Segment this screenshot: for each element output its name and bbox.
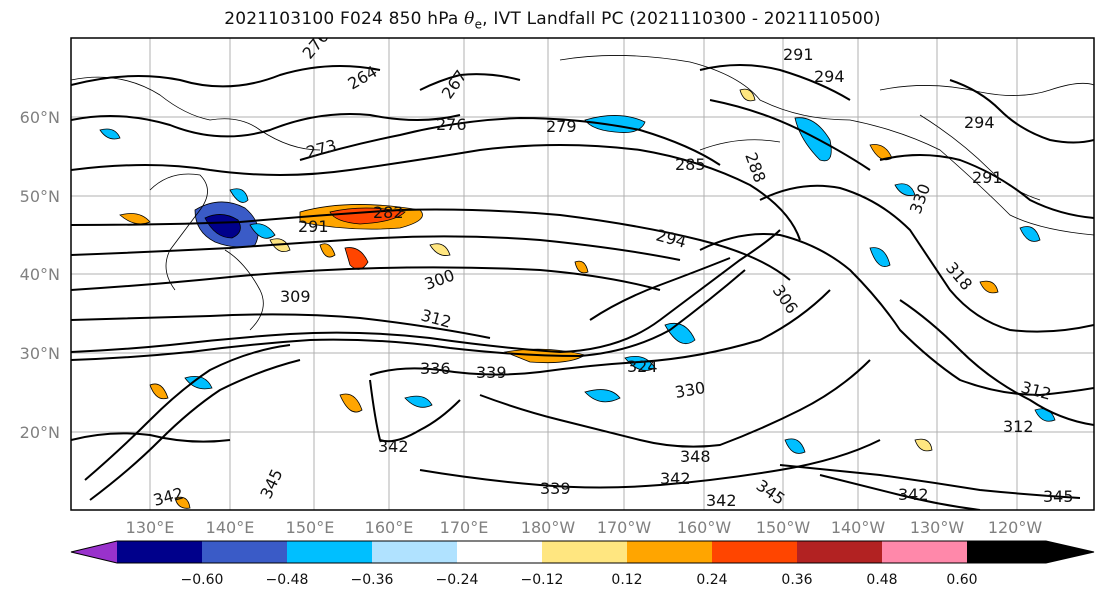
contour-label: 336: [420, 359, 451, 378]
lat-label: 50°N: [20, 187, 60, 206]
lon-label: 160°E: [365, 518, 414, 537]
colorbar-tick-label: −0.60: [181, 572, 224, 588]
contour-label: 276: [436, 115, 467, 134]
colorbar-tick-label: −0.48: [266, 572, 309, 588]
theta-e-contours: [71, 64, 1094, 510]
colorbar-bin: [202, 541, 287, 563]
colorbar-bin: [117, 541, 202, 563]
colorbar-bin: [797, 541, 882, 563]
coastlines: [71, 55, 1094, 331]
contour-label: 342: [706, 491, 737, 510]
lon-label: 170°E: [440, 518, 489, 537]
contour-label: 342: [378, 437, 409, 456]
lon-label: 180°W: [521, 518, 576, 537]
lon-label: 150°W: [756, 518, 811, 537]
colorbar-tick-label: −0.12: [521, 572, 564, 588]
colorbar-tick-label: 0.12: [611, 572, 642, 588]
contour-label: 291: [298, 217, 329, 236]
contour-label: 309: [280, 287, 311, 306]
contour-label: 285: [675, 155, 706, 174]
lat-label: 20°N: [20, 423, 60, 442]
colorbar-tick-label: −0.36: [351, 572, 394, 588]
lon-label: 120°W: [988, 518, 1043, 537]
contour-label: 324: [627, 357, 658, 376]
colorbar-tick-label: 0.36: [781, 572, 812, 588]
contour-label: 294: [814, 67, 845, 86]
colorbar-tick-label: 0.60: [946, 572, 977, 588]
lon-label: 150°E: [286, 518, 335, 537]
colorbar-extend-low: [71, 541, 117, 563]
colorbar: [70, 540, 1095, 564]
graticule: [71, 38, 1094, 510]
contour-label: 342: [660, 469, 691, 488]
contour-label: 339: [540, 479, 571, 498]
map-frame: [70, 37, 1095, 511]
colorbar-tick-label: 0.48: [866, 572, 897, 588]
colorbar-bin: [882, 541, 967, 563]
contour-label: 342: [898, 485, 929, 504]
colorbar-outline: [70, 540, 1095, 564]
map-title: 2021103100 F024 850 hPa θe, IVT Landfall…: [224, 9, 881, 32]
colorbar-tick-label: −0.24: [436, 572, 479, 588]
contour-label: 294: [964, 113, 995, 132]
colorbar-bin: [287, 541, 372, 563]
map-panel: 276 264 267 273 276 279 285 288 291 294 …: [70, 37, 1095, 511]
lat-label: 60°N: [20, 108, 60, 127]
contour-label: 279: [546, 117, 577, 136]
contour-label: 312: [1003, 417, 1034, 436]
colorbar-bin: [457, 541, 542, 563]
lon-label: 170°W: [597, 518, 652, 537]
contour-label: 339: [476, 363, 507, 382]
colorbar-bin: [712, 541, 797, 563]
lon-label: 140°E: [206, 518, 255, 537]
lat-label: 40°N: [20, 265, 60, 284]
colorbar-bin: [372, 541, 457, 563]
contour-label: 345: [1043, 487, 1074, 506]
contour-label: 282: [373, 203, 404, 222]
colorbar-ticks: −0.60 −0.48 −0.36 −0.24 −0.12 0.12 0.24 …: [181, 572, 978, 588]
colorbar-extend-high: [967, 541, 1094, 563]
contour-label: 291: [783, 45, 814, 64]
colorbar-bin: [542, 541, 627, 563]
contour-label: 348: [680, 447, 711, 466]
lon-label: 130°E: [126, 518, 175, 537]
lon-label: 160°W: [677, 518, 732, 537]
contour-label: 291: [972, 168, 1003, 187]
lon-label: 140°W: [831, 518, 886, 537]
latitude-labels: 60°N 50°N 40°N 30°N 20°N: [20, 108, 60, 442]
colorbar-tick-label: 0.24: [696, 572, 727, 588]
lon-label: 130°W: [910, 518, 965, 537]
colorbar-bin: [627, 541, 712, 563]
lat-label: 30°N: [20, 344, 60, 363]
longitude-labels: 130°E 140°E 150°E 160°E 170°E 180°W 170°…: [126, 518, 1043, 537]
